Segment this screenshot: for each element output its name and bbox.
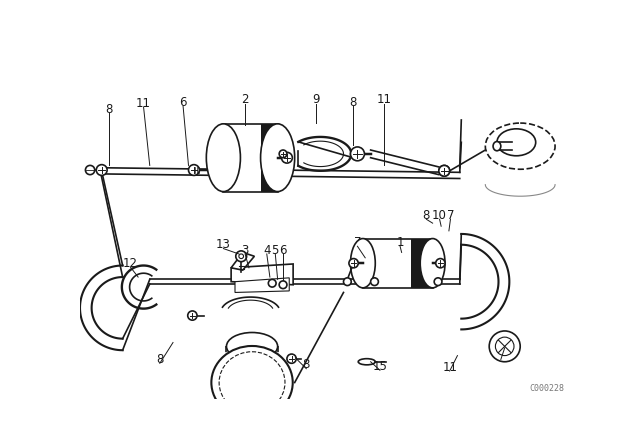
Text: 4: 4	[263, 244, 271, 257]
Polygon shape	[235, 278, 289, 293]
Polygon shape	[231, 252, 254, 270]
Polygon shape	[231, 264, 293, 285]
Text: 10: 10	[432, 209, 447, 222]
Ellipse shape	[211, 346, 292, 419]
Circle shape	[439, 165, 450, 176]
Text: 6: 6	[279, 244, 287, 257]
Bar	[260, 124, 278, 192]
Text: 14: 14	[493, 349, 508, 362]
Text: 15: 15	[372, 360, 387, 373]
Circle shape	[344, 278, 351, 285]
Text: 8: 8	[303, 358, 310, 371]
Circle shape	[279, 281, 287, 289]
Ellipse shape	[351, 238, 375, 288]
Text: 8: 8	[105, 103, 113, 116]
Text: 1: 1	[396, 236, 404, 249]
Circle shape	[439, 165, 450, 176]
Text: 12: 12	[123, 257, 138, 270]
Circle shape	[287, 354, 296, 363]
Ellipse shape	[219, 352, 285, 414]
Bar	[227, 346, 278, 419]
Circle shape	[189, 165, 199, 176]
Bar	[223, 124, 278, 192]
Circle shape	[239, 254, 244, 258]
Text: 5: 5	[271, 244, 279, 257]
Ellipse shape	[206, 124, 241, 192]
Text: 11: 11	[136, 96, 151, 110]
Bar	[411, 238, 433, 288]
Ellipse shape	[227, 405, 278, 433]
Circle shape	[434, 278, 442, 285]
Text: 7: 7	[354, 236, 361, 249]
Text: 9: 9	[312, 94, 320, 107]
Ellipse shape	[358, 359, 375, 365]
Circle shape	[495, 337, 514, 356]
Ellipse shape	[227, 332, 278, 360]
Bar	[363, 238, 433, 288]
Circle shape	[351, 147, 364, 161]
Circle shape	[371, 278, 378, 285]
Text: 8: 8	[423, 209, 430, 222]
Ellipse shape	[493, 142, 501, 151]
Text: 13: 13	[216, 238, 231, 251]
Ellipse shape	[420, 238, 445, 288]
Text: 3: 3	[241, 244, 249, 257]
Circle shape	[282, 152, 292, 163]
Text: 8: 8	[349, 96, 356, 109]
Ellipse shape	[260, 124, 294, 192]
Ellipse shape	[227, 405, 278, 433]
Ellipse shape	[485, 123, 555, 169]
Text: 8: 8	[156, 353, 163, 366]
Circle shape	[349, 258, 358, 268]
Text: 11: 11	[442, 361, 457, 374]
Circle shape	[279, 150, 287, 158]
Circle shape	[268, 280, 276, 287]
Circle shape	[188, 311, 197, 320]
Text: 2: 2	[241, 94, 249, 107]
Text: 6: 6	[179, 96, 187, 109]
Circle shape	[236, 251, 246, 262]
Circle shape	[85, 165, 95, 175]
Circle shape	[96, 165, 107, 176]
Ellipse shape	[497, 129, 536, 156]
Text: 11: 11	[376, 94, 391, 107]
Text: C000228: C000228	[530, 384, 565, 393]
Circle shape	[489, 331, 520, 362]
Circle shape	[436, 258, 445, 268]
Text: 7: 7	[447, 209, 454, 222]
